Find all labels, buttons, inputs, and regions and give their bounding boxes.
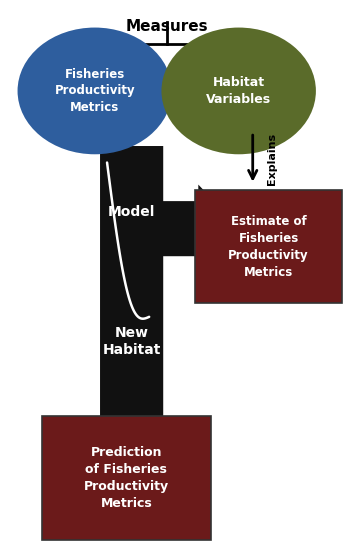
Text: Fisheries
Productivity
Metrics: Fisheries Productivity Metrics: [54, 68, 135, 114]
FancyBboxPatch shape: [195, 190, 342, 303]
Text: New
Habitat: New Habitat: [102, 326, 161, 357]
Text: Habitat
Variables: Habitat Variables: [206, 76, 271, 106]
Polygon shape: [65, 146, 240, 471]
Text: Prediction
of Fisheries
Productivity
Metrics: Prediction of Fisheries Productivity Met…: [84, 446, 169, 510]
Text: Model: Model: [108, 205, 155, 219]
Ellipse shape: [18, 28, 172, 154]
FancyBboxPatch shape: [42, 416, 211, 540]
Ellipse shape: [161, 28, 316, 154]
Text: Estimate of
Fisheries
Productivity
Metrics: Estimate of Fisheries Productivity Metri…: [228, 214, 309, 279]
Text: Explains: Explains: [267, 133, 277, 185]
Text: Measures: Measures: [125, 19, 208, 34]
